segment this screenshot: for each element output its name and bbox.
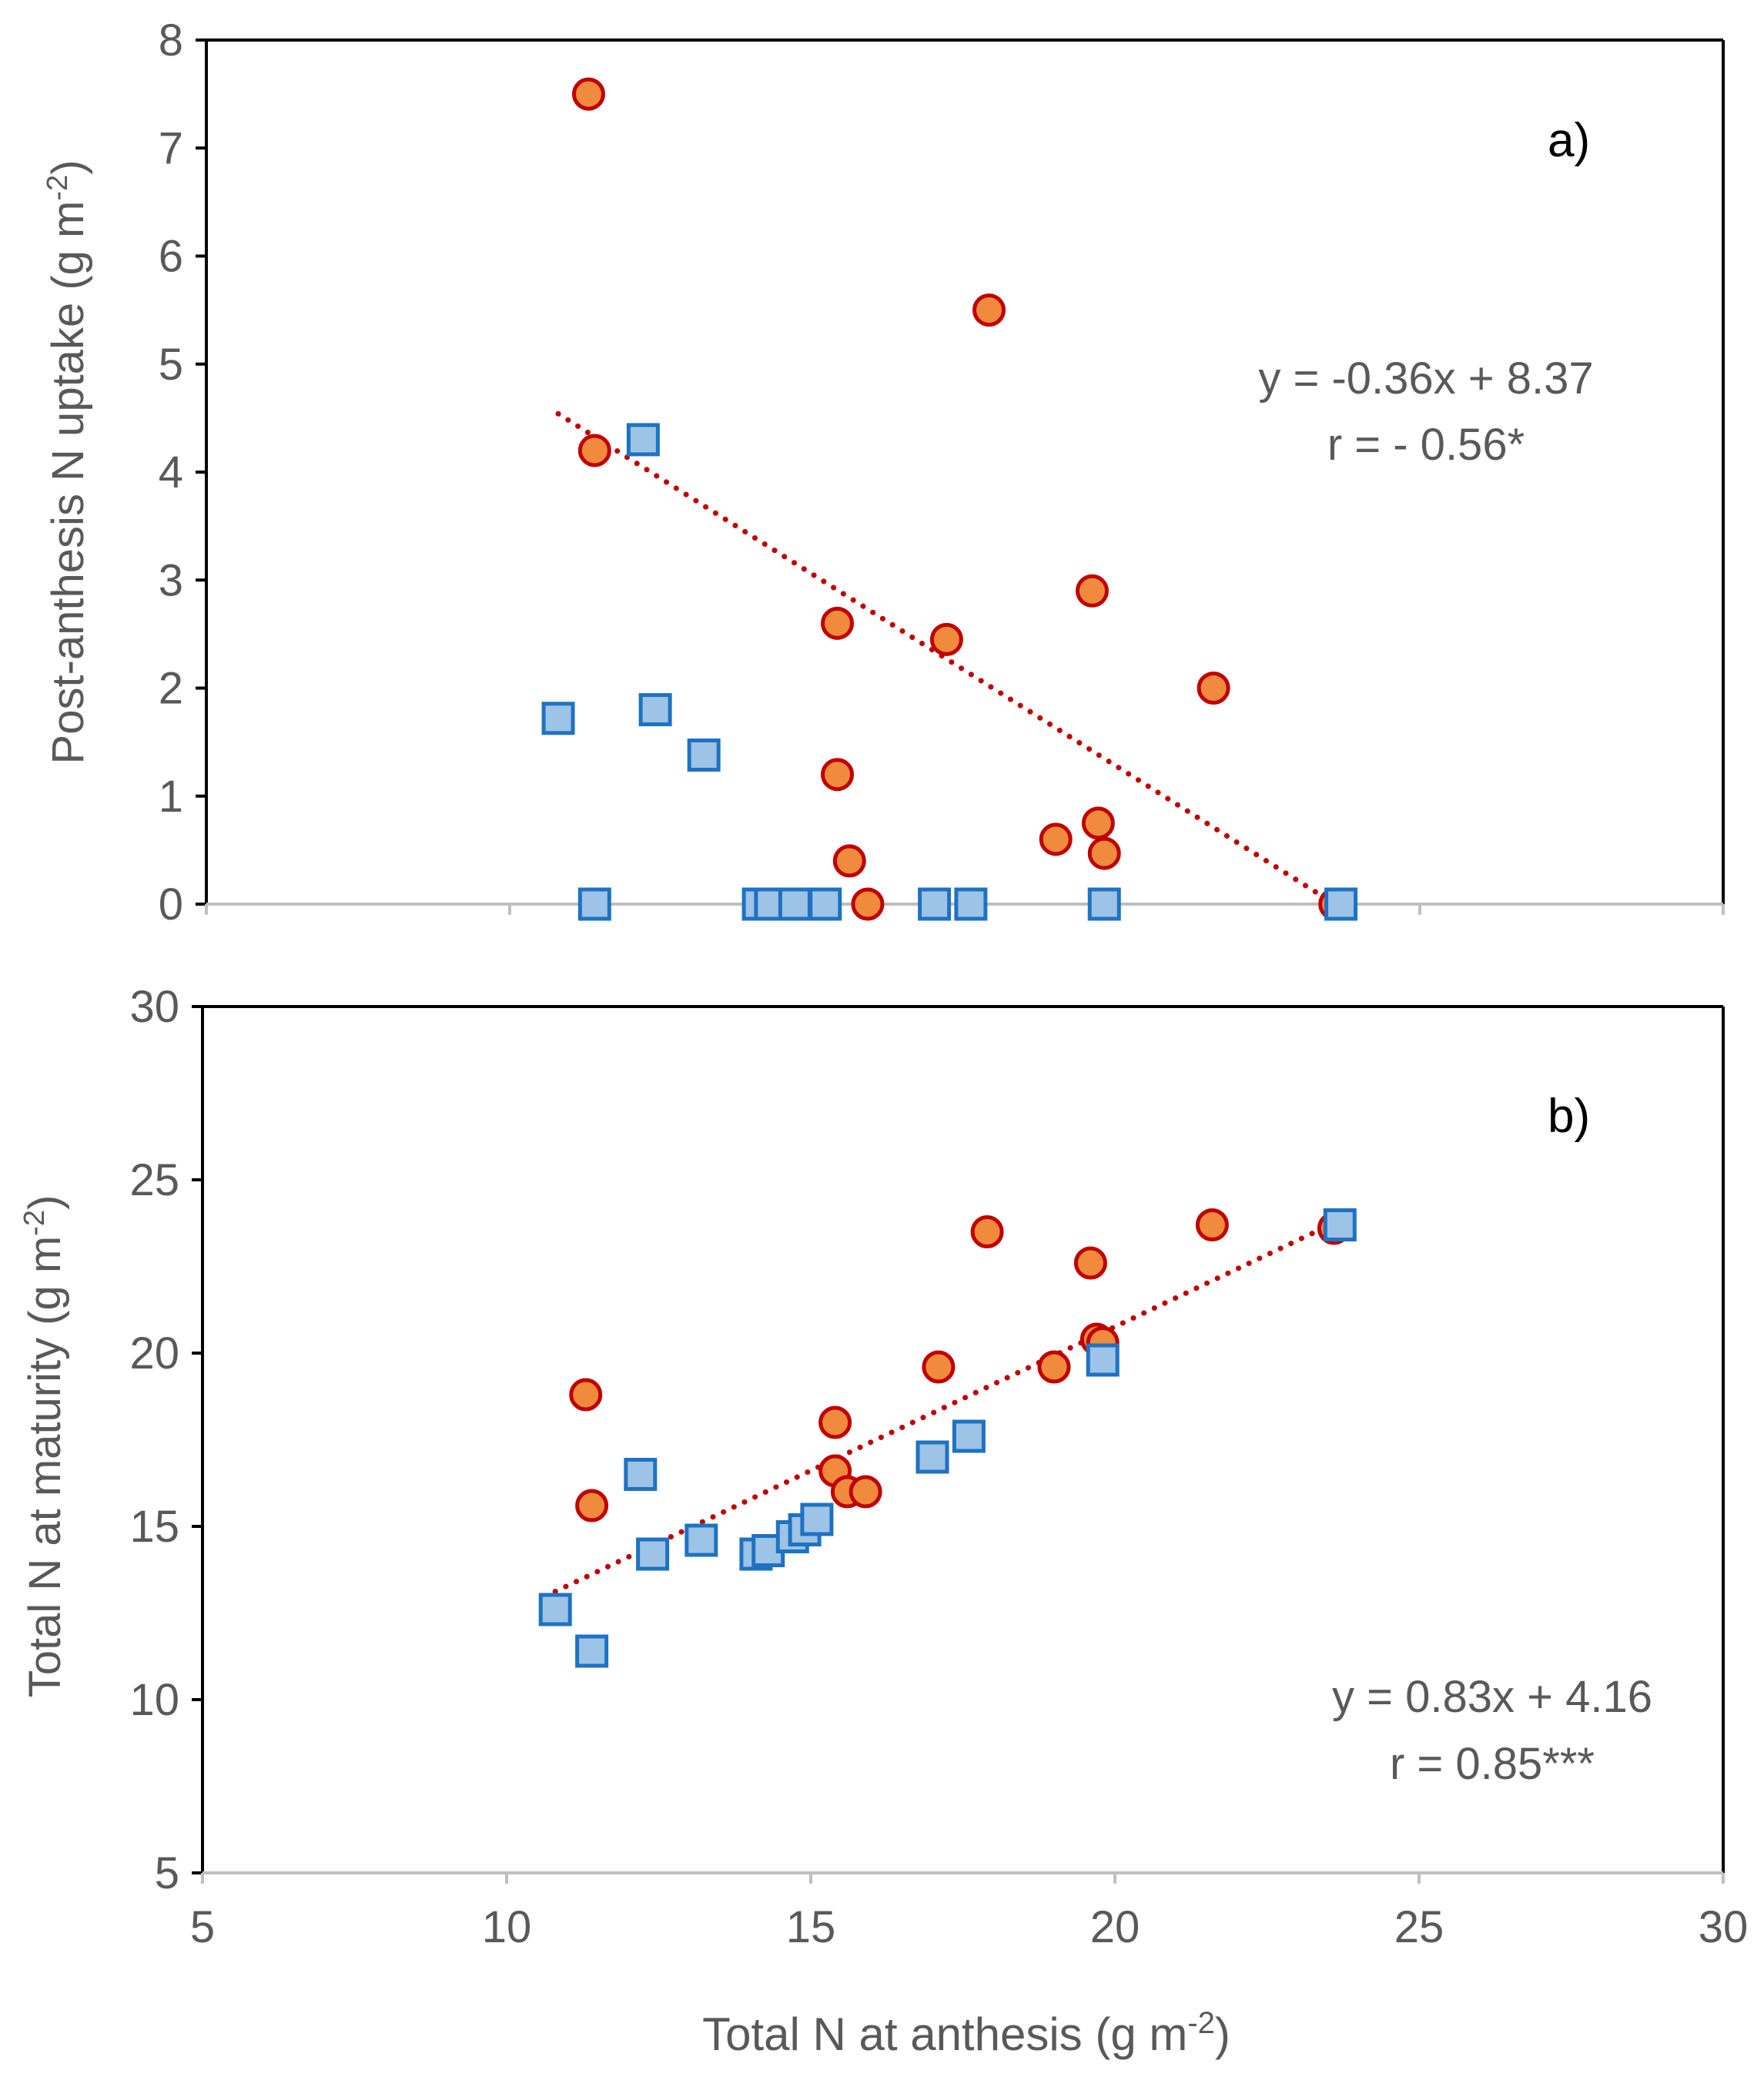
panel-a: 0 1 2 3 4 5 6 7 8 a) y = -0.36x + 8.37 r = - 0.5… (42, 15, 1725, 930)
panel-b-x-tick-label: 25 (1394, 1902, 1444, 1952)
panel-b-square-point (685, 1523, 718, 1557)
panel-a-square-point (808, 887, 842, 921)
panel-b-square-point (624, 1458, 658, 1491)
panel-a-square-point (541, 702, 575, 735)
panel-b-square-point (1086, 1343, 1120, 1377)
panel-a-circle-point (821, 606, 855, 640)
panel-a-circle-point (972, 293, 1006, 327)
panel-b-r-value: r = 0.85*** (1390, 1739, 1595, 1789)
panel-a-y-tick-label: 5 (159, 340, 183, 390)
panel-a-y-tick-label: 7 (159, 123, 183, 173)
panel-a-square-point (1087, 887, 1121, 921)
panel-a-y-tick-label: 2 (159, 664, 183, 714)
panel-a-y-tick-label: 6 (159, 232, 183, 282)
panel-b-trendline-group (552, 1220, 1337, 1595)
panel-b-y-tick-label: 25 (129, 1155, 179, 1205)
panel-b-y-tick-label: 30 (129, 982, 179, 1032)
panel-a-y-tick-label: 0 (159, 879, 183, 930)
panel-a-square-point (1324, 887, 1358, 921)
panel-a-trendline (555, 410, 1338, 907)
panel-a-circle-point (1075, 574, 1109, 608)
panel-a-square-point (638, 693, 672, 727)
panel-b-y-tick-label: 10 (129, 1675, 179, 1725)
panel-b-axis-ticks: 5 10 15 20 25 30 5 10 15 20 25 30 (129, 982, 1748, 1952)
panel-a-y-tick-label: 4 (159, 447, 183, 497)
panel-b-markers (538, 1208, 1357, 1668)
panel-b-y-tick-label: 20 (129, 1328, 179, 1379)
panel-a-label: a) (1548, 114, 1590, 167)
panel-b-y-tick-label: 15 (129, 1502, 179, 1552)
panel-b-x-tick-label: 15 (786, 1902, 836, 1952)
panel-a-circle-point (832, 844, 866, 878)
panel-b-circle-point (569, 1378, 603, 1412)
panel-b-circle-point (818, 1405, 852, 1439)
panel-a-square-point (687, 738, 721, 772)
panel-b-square-point (800, 1502, 834, 1536)
panel-a-axis-ticks: 0 1 2 3 4 5 6 7 8 (159, 15, 1725, 930)
panel-b-circle-point (1195, 1208, 1229, 1241)
panel-a-square-point (918, 887, 952, 921)
panel-a-circle-point (571, 77, 605, 111)
panel-b-x-tick-label: 20 (1090, 1902, 1140, 1952)
panel-a-circle-point (1087, 836, 1121, 870)
panel-a-circle-point (851, 887, 885, 921)
panel-a-y-tick-label: 3 (159, 555, 183, 605)
panel-a-circle-point (1197, 672, 1230, 705)
panel-a-equation: y = -0.36x + 8.37 (1258, 353, 1593, 404)
panel-b-circle-point (970, 1215, 1004, 1248)
x-axis-label: Total N at anthesis (g m-2) (702, 2006, 1230, 2060)
panel-a-y-tick-label: 1 (159, 772, 183, 822)
panel-a-circle-point (1039, 822, 1073, 856)
panel-b-x-tick-label: 5 (190, 1902, 215, 1952)
panel-a-square-point (577, 887, 611, 921)
panel-b-square-point (538, 1593, 572, 1626)
panel-b-square-point (1323, 1208, 1357, 1241)
panel-a-square-point (954, 887, 988, 921)
panel-b-square-point (952, 1419, 986, 1453)
panel-a-circle-point (1081, 806, 1115, 840)
panel-b-circle-point (922, 1350, 956, 1384)
panel-b-y-tick-label: 5 (155, 1848, 179, 1898)
panel-a-circle-point (577, 434, 611, 467)
panel-b-circle-point (1037, 1350, 1071, 1384)
panel-b-square-point (575, 1634, 609, 1668)
panel-a-r-value: r = - 0.56* (1327, 420, 1525, 470)
panel-b-square-point (636, 1537, 670, 1571)
panel-b-x-tick-label: 30 (1699, 1902, 1749, 1952)
panel-a-trendline-group (555, 410, 1338, 907)
panel-b-circle-point (1073, 1246, 1107, 1280)
panel-a-square-point (626, 423, 660, 457)
panel-b-label: b) (1548, 1090, 1590, 1143)
panel-b-equation: y = 0.83x + 4.16 (1332, 1672, 1652, 1722)
panel-b-circle-point (575, 1489, 609, 1523)
panel-b-square-point (915, 1440, 949, 1474)
panel-b: 5 10 15 20 25 30 5 10 15 20 25 30 b) y = 0.83x + 4.… (18, 982, 1748, 1952)
panel-a-circle-point (929, 622, 963, 656)
panel-b-y-axis-label: Total N at maturity (g m-2) (18, 1195, 70, 1698)
panel-b-x-tick-label: 10 (482, 1902, 532, 1952)
panel-a-circle-point (821, 758, 855, 792)
panel-b-trendline (552, 1220, 1337, 1595)
panel-b-circle-point (849, 1475, 882, 1509)
panel-a-square-point (778, 887, 812, 921)
panel-a-y-tick-label: 8 (159, 15, 183, 65)
panel-a-markers (541, 77, 1358, 921)
panel-a-y-axis-label: Post-anthesis N uptake (g m-2) (42, 160, 93, 765)
